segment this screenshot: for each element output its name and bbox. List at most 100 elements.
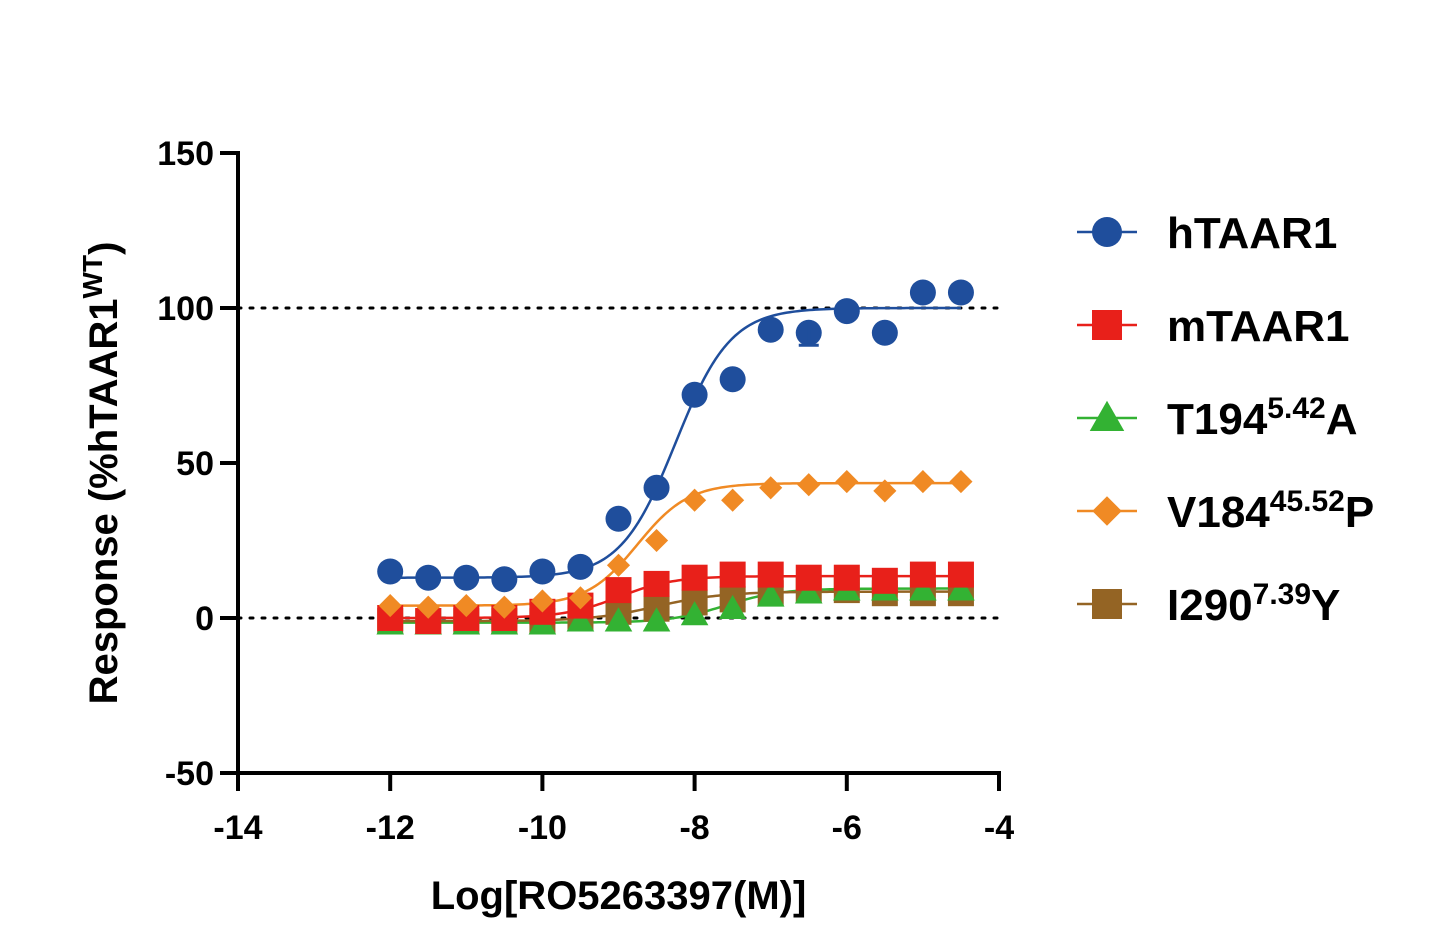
data-point [680, 601, 709, 626]
legend-label-suffix: A [1326, 395, 1358, 444]
x-tick-label: -14 [213, 809, 262, 847]
legend-item: V18445.52P [1077, 485, 1374, 538]
data-point [721, 488, 745, 512]
legend-label-name: T194 [1167, 395, 1268, 444]
data-point [529, 558, 556, 585]
fit-curve [390, 590, 961, 623]
legend-label-sup: 45.52 [1270, 485, 1345, 518]
data-point [642, 607, 671, 632]
data-point [909, 561, 936, 588]
x-tick-label: -4 [984, 809, 1014, 847]
data-point [911, 470, 935, 494]
fit-curve [390, 587, 961, 624]
data-point [757, 316, 784, 343]
fit-curves [390, 306, 961, 624]
data-point [643, 474, 670, 501]
data-point [606, 553, 631, 577]
y-tick-label: 100 [157, 290, 214, 328]
x-axis-title: Log[RO5263397(M)] [431, 874, 807, 918]
legend-item: I2907.39Y [1077, 578, 1340, 631]
y-tick-label: -50 [165, 755, 214, 793]
x-tick-label: -6 [832, 809, 862, 847]
legend-label: hTAAR1 [1167, 209, 1337, 258]
legend-label-name: mTAAR1 [1167, 302, 1350, 351]
data-point [453, 564, 480, 591]
data-point [643, 570, 670, 597]
legend-label: V18445.52P [1167, 485, 1374, 538]
legend-marker [1092, 217, 1122, 247]
legend-label-suffix: Y [1311, 581, 1340, 630]
data-point [567, 553, 594, 580]
data-point [719, 366, 746, 393]
x-tick-label: -8 [679, 809, 709, 847]
data-point [949, 470, 973, 494]
legend-label: mTAAR1 [1167, 302, 1350, 351]
data-point [873, 479, 897, 503]
legend-marker [1092, 496, 1122, 526]
data-point [530, 589, 554, 613]
y-axis-title: Response (%hTAAR1WT) [77, 242, 127, 705]
data-point [454, 594, 478, 618]
data-point [795, 564, 822, 591]
data-point [645, 528, 669, 553]
y-tick-label: 0 [195, 600, 214, 638]
series-mtaar1-points [377, 561, 974, 635]
series-v184-points [378, 470, 973, 619]
data-point [491, 566, 518, 593]
data-point [416, 595, 440, 619]
legend-marker [1092, 310, 1122, 340]
legend-marker [1092, 589, 1122, 619]
data-point [757, 561, 784, 588]
legend-label-sup: 5.42 [1267, 392, 1325, 425]
data-points [376, 279, 975, 635]
data-point [759, 476, 783, 500]
y-axis-title-main: Response (%hTAAR1 [82, 298, 126, 704]
legend-label-suffix: P [1345, 488, 1374, 537]
legend-item: T1945.42A [1077, 392, 1357, 445]
data-point [681, 564, 708, 591]
x-tick-label: -10 [518, 809, 567, 847]
data-point [947, 576, 975, 601]
legend-label-name: hTAAR1 [1167, 209, 1337, 258]
data-point [947, 279, 974, 306]
fit-curve [390, 574, 961, 620]
axes: -50 0 50 100 150 -14 -12 -10 -8 -6 -4 [157, 135, 1014, 847]
y-tick-label: 150 [157, 135, 214, 173]
legend-label-name: I290 [1167, 581, 1253, 630]
legend-item: mTAAR1 [1077, 302, 1350, 351]
data-point [566, 607, 595, 632]
data-point [605, 505, 632, 532]
data-point [568, 586, 592, 610]
data-point [605, 577, 632, 604]
data-point [604, 607, 633, 632]
y-tick-label: 50 [176, 445, 214, 483]
data-point [719, 561, 746, 588]
y-axis-title-sup: WT [77, 255, 108, 299]
data-point [835, 470, 859, 494]
data-point [415, 564, 442, 591]
data-point [909, 279, 936, 306]
data-point [681, 381, 708, 408]
legend-marker [1089, 400, 1125, 431]
fit-curve [390, 481, 961, 607]
fit-curve [390, 306, 961, 579]
data-point [378, 594, 402, 618]
x-tick-label: -12 [366, 809, 415, 847]
legend-label-sup: 7.39 [1253, 578, 1311, 611]
data-point [871, 319, 898, 346]
y-axis-title-close: ) [82, 242, 126, 255]
series-htaar1-points [377, 279, 974, 593]
legend-item: hTAAR1 [1077, 209, 1337, 258]
data-point [794, 579, 823, 604]
data-point [797, 473, 821, 497]
data-point [947, 561, 974, 588]
legend-label: I2907.39Y [1167, 578, 1340, 631]
data-point [492, 595, 516, 619]
legend-label: T1945.42A [1167, 392, 1357, 445]
data-point [683, 488, 707, 512]
data-point [377, 558, 404, 585]
legend-label-name: V184 [1167, 488, 1270, 537]
data-point [756, 582, 785, 607]
